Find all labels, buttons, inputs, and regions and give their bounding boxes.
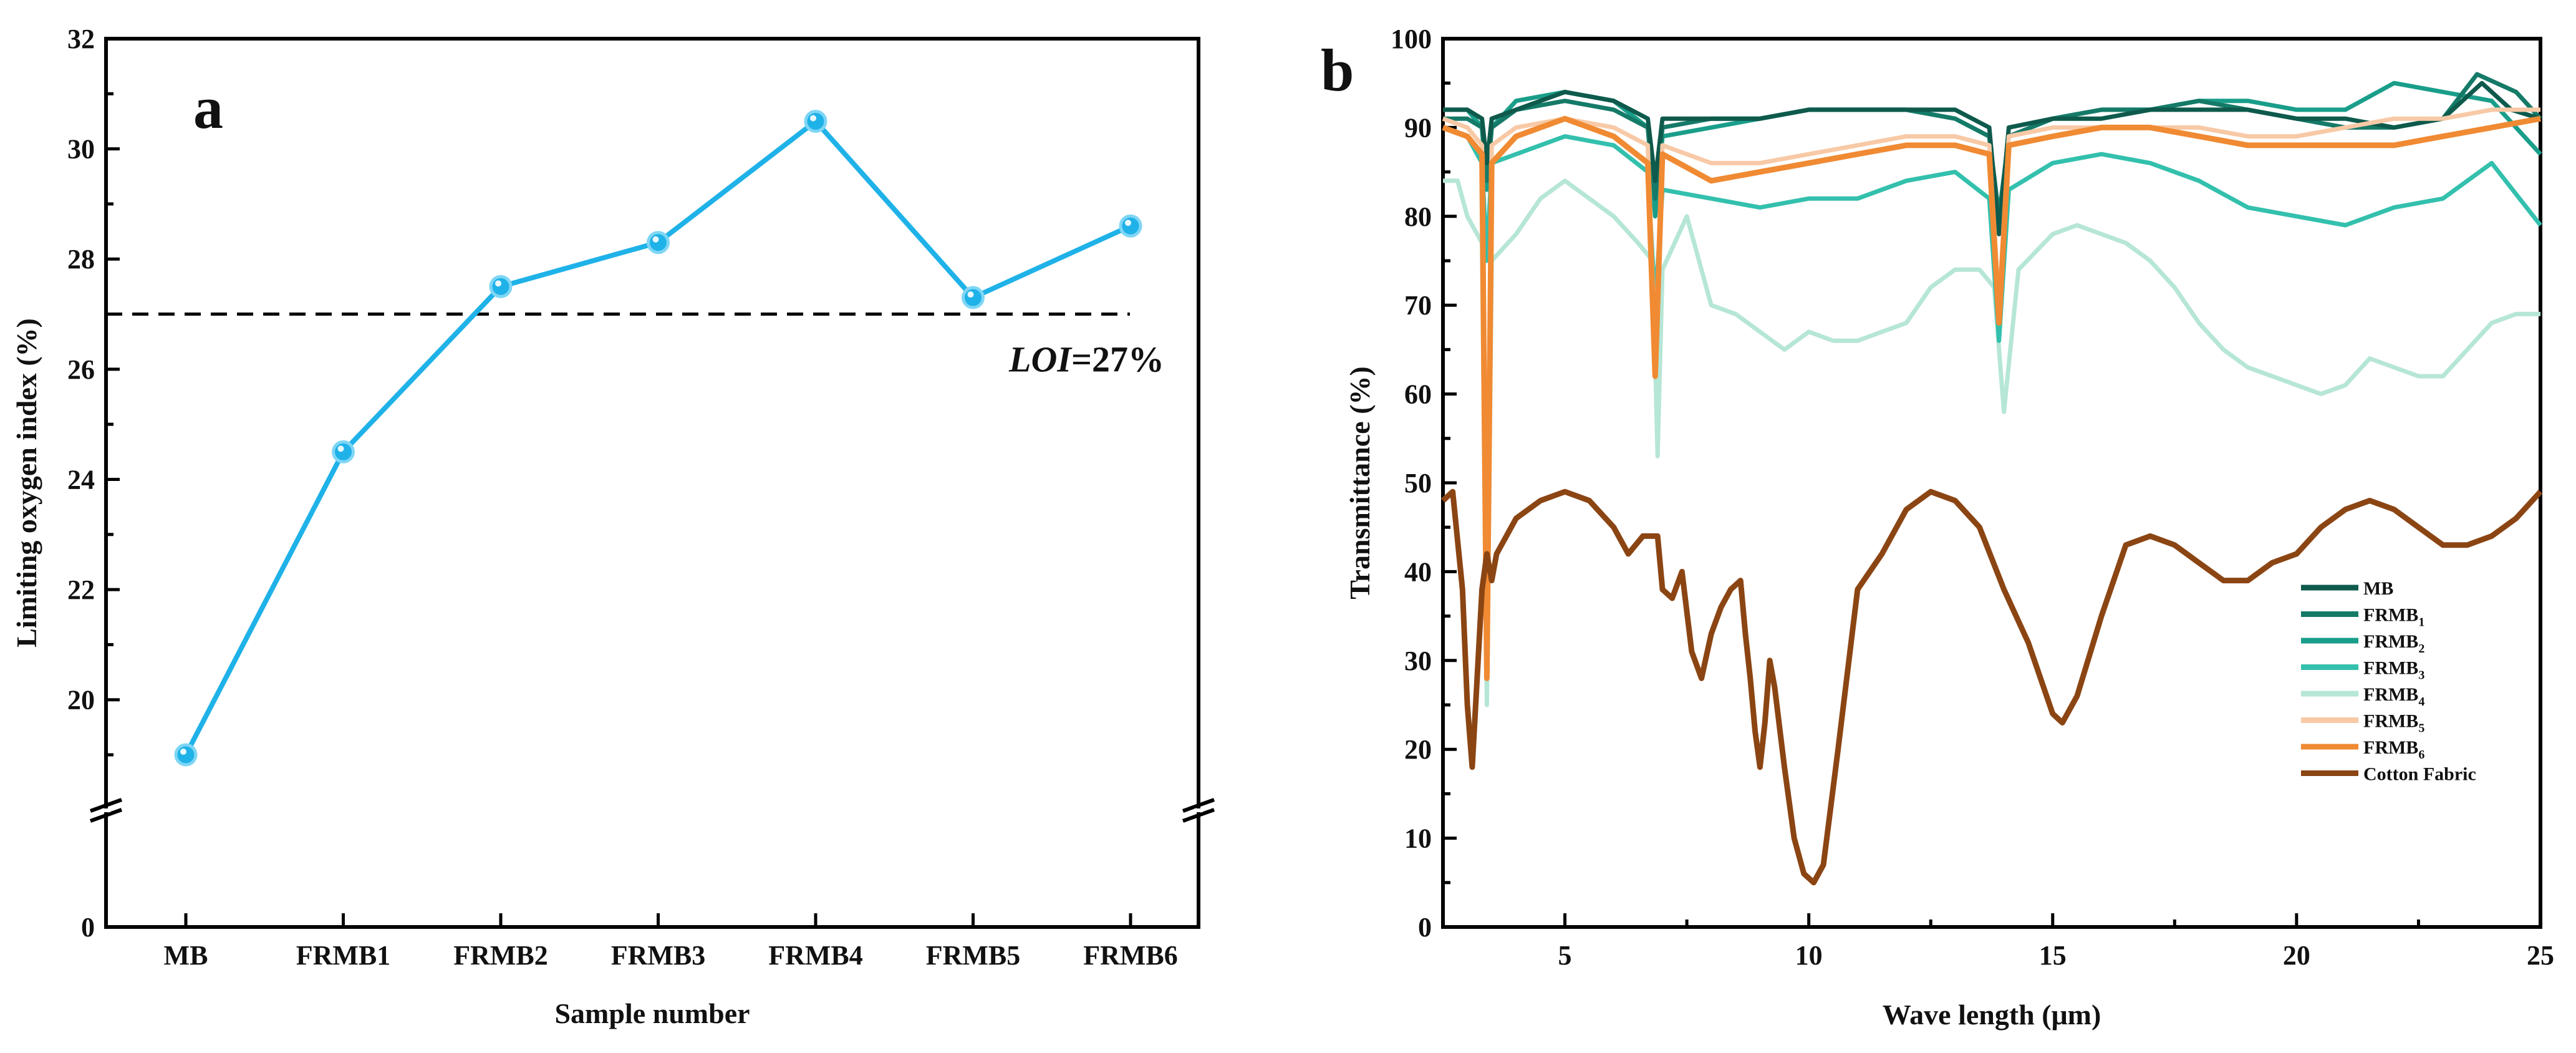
panel-a-data-point [1119,214,1142,238]
legend-entry: FRMB1 [2363,605,2424,629]
legend-name: FRMB [2363,737,2418,758]
panel-b-y-tick-label: 10 [1404,823,1432,854]
legend-name: FRMB [2363,605,2418,626]
panel-b-x-tick-label: 10 [1795,940,1823,971]
loi-italic: LOI [1008,339,1073,380]
panel-a-y-tick-label: 20 [67,685,95,716]
panel-b-x-tick-label: 25 [2527,940,2554,971]
panel-a-data-point-highlight [337,445,344,452]
panel-a-data-point-highlight [495,280,501,287]
panel-a-y-tick-label: 0 [81,912,95,943]
panel-b-series-line-0 [1443,80,2542,236]
legend-subscript: 5 [2418,722,2424,735]
legend-entry: MB [2363,578,2393,599]
panel-a-y-tick-label: 24 [67,464,95,495]
panel-b-x-tick-label: 20 [2283,940,2310,971]
panel-a-data-point [962,286,985,309]
legend-name: FRMB [2363,658,2418,679]
panel-b-series-line-6 [1442,115,2541,681]
legend-entry: Cotton Fabric [2363,764,2476,785]
legend-subscript: 3 [2418,669,2424,682]
panel-b-x-axis-label: Wave length (μm) [1883,999,2101,1031]
panel-a-reference: LOI=27% [106,313,1164,380]
panel-a-data-point [489,274,513,298]
panel-b-series-line-5 [1442,107,2540,574]
panel-b-series-line-4 [1443,178,2540,707]
panel-a-x-tick-label: FRMB1 [296,940,391,971]
panel-a-y-tick-label: 30 [67,134,95,165]
panel-a-y-axis-label: Limiting oxygen index (%) [11,318,42,648]
panel-a-x-tick-label: FRMB2 [453,940,548,971]
panel-b-y-tick-label: 100 [1391,24,1432,54]
panel-a-axis-break-right [1182,798,1215,823]
panel-a-ticks: 0 20 22 24 26 28 30 32 MB FRMB1 FRMB2 FRMB3 FRMB4 FRM… [67,24,1178,971]
panel-a: 0 20 22 24 26 28 30 32 MB FRMB1 FRMB2 FRMB3 FRMB4 FRM… [11,24,1215,1029]
panel-a-data-point-highlight [810,115,816,122]
panel-a-data-point-highlight [967,291,974,298]
panel-a-break-gap-left [102,808,110,812]
legend-name: FRMB [2363,631,2418,652]
panel-a-x-tick-label: FRMB3 [611,940,706,971]
panel-a-reference-label: LOI=27% [1008,339,1164,380]
legend-name: Cotton Fabric [2363,764,2476,785]
panel-a-plot-frame [104,37,1200,929]
legend-name: MB [2363,578,2393,599]
panel-a-data-point-highlight [180,749,186,755]
panel-a-axis-break-left [89,798,123,823]
legend-subscript: 2 [2418,642,2424,656]
panel-a-y-tick-label: 28 [67,244,95,274]
panel-a-x-tick-label: FRMB4 [768,940,863,971]
panel-a-series-line [183,119,1132,756]
panel-a-x-tick-label: FRMB5 [926,940,1021,971]
panel-a-y-tick-label: 22 [67,575,95,605]
panel-b-y-tick-label: 80 [1404,201,1432,232]
panel-a-data-point [804,109,827,133]
panel-b-series [1440,72,2543,886]
panel-a-x-tick-label: MB [164,940,208,971]
panel-b-x-tick-label: 15 [2039,940,2067,971]
panel-a-data-point [332,440,355,463]
panel-b-y-tick-label: 60 [1404,379,1432,410]
panel-b-y-tick-label: 20 [1404,734,1432,765]
panel-a-series [174,109,1142,767]
panel-a-y-tick-label: 32 [67,24,95,54]
panel-b-x-tick-label: 5 [1558,940,1572,971]
panel-b-y-tick-label: 90 [1404,112,1432,143]
loi-value: =27% [1071,339,1164,380]
panel-b-series-line-3 [1442,125,2542,343]
legend-entry: FRMB3 [2363,658,2424,682]
panel-a-label: a [193,74,223,141]
legend-subscript: 4 [2418,695,2424,709]
panel-a-data-point [647,231,670,255]
panel-a-y-tick-label: 26 [67,354,95,385]
panel-a-break-gap-right [1194,808,1203,812]
panel-b-y-tick-label: 30 [1404,646,1432,676]
panel-a-data-point-highlight [1125,220,1131,226]
panel-b-y-tick-label: 50 [1404,468,1432,498]
legend-entry: FRMB4 [2363,684,2424,709]
panel-b-y-tick-label: 70 [1404,290,1432,321]
legend-entry: FRMB6 [2363,737,2424,762]
panel-a-x-axis-label: Sample number [554,997,750,1029]
panel-b-label: b [1321,37,1354,104]
panel-a-data-point-highlight [652,236,659,243]
legend-name: FRMB [2363,711,2418,732]
panel-b-y-tick-label: 40 [1404,556,1432,587]
panel-b-y-tick-label: 0 [1418,912,1432,943]
panel-a-data-point [174,743,198,767]
panel-a-x-tick-label: FRMB6 [1083,940,1178,971]
panel-b-series-line-7 [1440,488,2543,886]
legend-entry: FRMB5 [2363,711,2424,735]
legend-subscript: 6 [2418,748,2424,762]
panel-b-y-axis-label: Transmittance (%) [1344,366,1376,599]
legend-subscript: 1 [2418,616,2424,629]
legend-name: FRMB [2363,684,2418,705]
legend-entry: FRMB2 [2363,631,2424,656]
